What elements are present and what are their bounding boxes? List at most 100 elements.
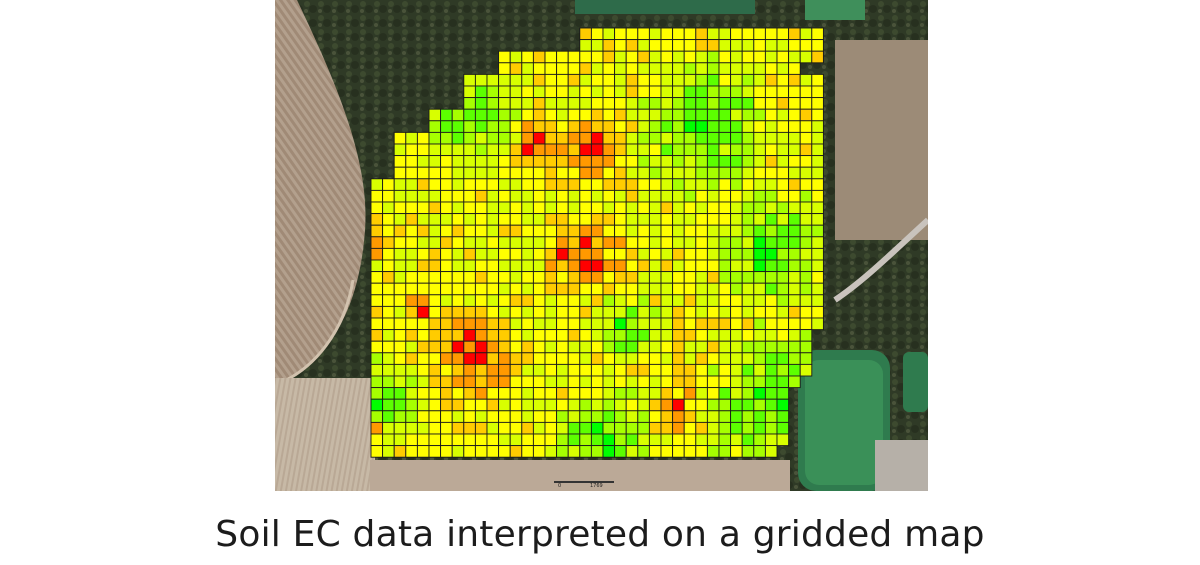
grid-cell (567, 398, 581, 412)
south-field (370, 460, 790, 491)
grid-cell (741, 27, 755, 41)
grid-cell (498, 317, 511, 331)
grid-cell (405, 166, 418, 180)
grid-cell (648, 155, 662, 168)
grid-cell (532, 236, 546, 249)
grid-cell (706, 213, 720, 226)
grid-cell (637, 421, 650, 435)
grid-cell (741, 398, 755, 412)
grid-cell (753, 352, 766, 365)
grid-cell (660, 178, 674, 191)
grid-cell (764, 271, 778, 284)
grid-cell (683, 329, 697, 342)
grid-cell (509, 352, 523, 365)
grid-cell (660, 85, 674, 99)
grid-cell (509, 387, 523, 400)
grid-cell (672, 236, 685, 249)
grid-cell (741, 387, 755, 400)
grid-cell (532, 213, 546, 226)
west-field (275, 0, 366, 385)
grid-cell (660, 27, 674, 41)
grid-cell (753, 143, 766, 157)
grid-cell (463, 352, 476, 365)
grid-cell (486, 247, 500, 261)
grid-cell (614, 340, 627, 354)
grid-cell (509, 120, 523, 133)
grid-cell (532, 143, 546, 157)
grid-cell (498, 85, 511, 99)
grid-cell (625, 236, 639, 249)
grid-cell (730, 224, 743, 238)
grid-cell (579, 166, 592, 180)
grid-cell (799, 131, 813, 145)
grid-cell (602, 27, 616, 41)
grid-cell (521, 189, 534, 203)
grid-cell (509, 236, 523, 249)
grid-cell (718, 329, 732, 342)
grid-cell (509, 363, 523, 377)
grid-cell (637, 317, 650, 331)
grid-cell (776, 247, 790, 261)
grid-cell (741, 445, 755, 458)
grid-cell (753, 375, 766, 389)
grid-cell (590, 143, 604, 157)
grid-cell (474, 317, 488, 331)
grid-cell (521, 213, 534, 226)
grid-cell (799, 224, 813, 238)
grid-cell (683, 433, 697, 447)
grid-cell (544, 108, 558, 122)
grid-cell (498, 247, 511, 261)
grid-cell (370, 259, 384, 273)
grid-cell (463, 97, 476, 110)
grid-cell (567, 352, 581, 365)
grid-cell (799, 282, 813, 296)
grid-cell (602, 433, 616, 447)
grid-cell (474, 398, 488, 412)
grid-cell (486, 131, 500, 145)
grid-cell (718, 131, 732, 145)
grid-cell (590, 317, 604, 331)
grid-cell (474, 236, 488, 249)
grid-cell (370, 247, 384, 261)
grid-cell (695, 294, 708, 307)
aerial-map: 0 1769 (275, 0, 928, 491)
grid-cell (416, 143, 430, 157)
grid-cell (648, 445, 662, 458)
grid-cell (660, 329, 674, 342)
grid-cell (416, 271, 430, 284)
grid-cell (637, 85, 650, 99)
grid-cell (393, 271, 407, 284)
grid-cell (753, 97, 766, 110)
grid-cell (474, 97, 488, 110)
grid-cell (741, 201, 755, 215)
grid-cell (544, 50, 558, 64)
grid-cell (718, 433, 732, 447)
grid-cell (753, 213, 766, 226)
grid-cell (741, 271, 755, 284)
grid-cell (590, 282, 604, 296)
grid-cell (637, 294, 650, 307)
grid-cell (683, 224, 697, 238)
grid-cell (382, 387, 395, 400)
grid-cell (579, 433, 592, 447)
grid-cell (405, 155, 418, 168)
grid-cell (695, 375, 708, 389)
grid-cell (428, 305, 442, 319)
grid-cell (440, 201, 453, 215)
grid-cell (648, 166, 662, 180)
grid-cell (521, 166, 534, 180)
grid-cell (602, 143, 616, 157)
grid-cell (730, 375, 743, 389)
grid-cell (799, 97, 813, 110)
grid-cell (730, 329, 743, 342)
grid-cell (428, 201, 442, 215)
grid-cell (567, 271, 581, 284)
grid-cell (625, 73, 639, 87)
grid-cell (567, 236, 581, 249)
grid-cell (718, 39, 732, 52)
grid-cell (683, 305, 697, 319)
grid-cell (637, 97, 650, 110)
grid-cell (672, 120, 685, 133)
grid-cell (764, 305, 778, 319)
grid-cell (532, 62, 546, 75)
